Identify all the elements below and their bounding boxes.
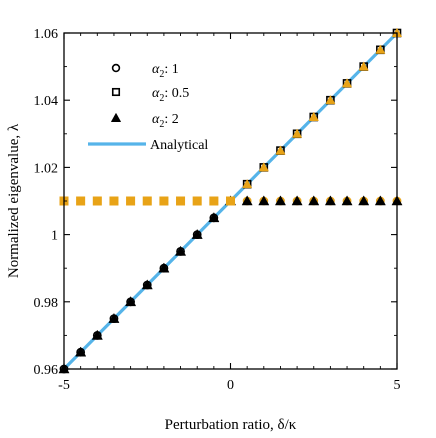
series-1-highlight-9: [209, 196, 219, 206]
upper-branch-point-12: [258, 162, 269, 172]
series-2-point-11: [241, 195, 253, 206]
y-tick-label-3: 1.02: [34, 161, 59, 176]
series-2-point-7: [175, 246, 186, 256]
series-1-highlight-10: [226, 196, 235, 206]
series-1-highlight-6: [159, 196, 169, 206]
legend-label-2: α2: 2: [152, 112, 179, 130]
upper-branch-point-11: [242, 179, 253, 189]
legend-label-0: α2: 1: [152, 62, 179, 80]
x-tick-label-1: 0: [227, 378, 234, 393]
legend-subscript-0: 2: [159, 69, 164, 80]
upper-branch-point-18: [358, 61, 369, 71]
plot-marks: [58, 28, 403, 374]
legend-value-1: : 0.5: [164, 86, 189, 101]
series-2-point-17: [341, 195, 353, 206]
series-2-point-2: [92, 330, 103, 340]
series-2-point-12: [258, 195, 270, 206]
legend-symbol-1: α: [152, 86, 160, 101]
series-2-point-6: [158, 262, 170, 273]
y-axis-label: Normalized eigenvalue, λ: [6, 123, 22, 278]
upper-branch-point-17: [342, 78, 352, 88]
series-1-highlight-2: [92, 196, 102, 206]
y-tick-label-4: 1.04: [34, 94, 59, 109]
series-2-point-3: [108, 313, 120, 323]
series-1-highlight-5: [142, 196, 152, 206]
legend-subscript-2: 2: [159, 119, 164, 130]
upper-branch-point-15: [308, 112, 319, 121]
x-axis-label: Perturbation ratio, δ/κ: [165, 417, 297, 433]
series-2-point-18: [358, 195, 370, 206]
series-2-point-8: [191, 229, 203, 239]
series-2-point-16: [325, 195, 336, 206]
legend-symbol-2: α: [152, 112, 160, 127]
legend-symbol-0: α: [152, 62, 160, 77]
series-1-highlight-4: [126, 196, 136, 206]
series-2-point-14: [291, 195, 303, 206]
x-tick-label-2: 5: [394, 378, 401, 393]
series-2-point-5: [141, 279, 153, 290]
series-2-point-13: [275, 195, 286, 206]
y-tick-label-2: 1: [51, 229, 58, 244]
legend-analytical-label: Analytical: [150, 138, 208, 153]
upper-branch-point-19: [375, 44, 386, 54]
series-2-point-15: [308, 195, 320, 206]
y-tick-label-5: 1.06: [34, 27, 59, 42]
series-2-point-1: [75, 346, 86, 357]
legend-value-0: : 1: [164, 62, 178, 77]
x-tick-label-0: -5: [58, 378, 70, 393]
legend-marker-2: [111, 113, 121, 122]
series-1-highlight-8: [192, 196, 202, 206]
series-2-point-19: [375, 195, 386, 206]
upper-branch-point-14: [292, 128, 303, 138]
upper-branch-point-13: [275, 145, 286, 155]
series-2-point-9: [208, 212, 220, 223]
y-tick-label-1: 0.98: [34, 296, 59, 311]
series-1-highlight-3: [109, 196, 119, 206]
series-1-highlight-7: [176, 196, 186, 206]
legend-subscript-1: 2: [159, 93, 164, 104]
legend-label-1: α2: 0.5: [152, 86, 189, 104]
legend-marker-0: [111, 63, 121, 73]
axes: -5 0 5 0.96 0.98 1 1.02 1.04 1.06 Perturbation ra…: [6, 27, 401, 433]
y-tick-label-0: 0.96: [34, 363, 59, 378]
legend-marker-1: [111, 87, 121, 97]
series-1-highlight-1: [76, 196, 86, 206]
legend-value-2: : 2: [164, 112, 178, 127]
upper-branch-point-16: [325, 95, 336, 105]
series-2-point-4: [125, 296, 136, 307]
